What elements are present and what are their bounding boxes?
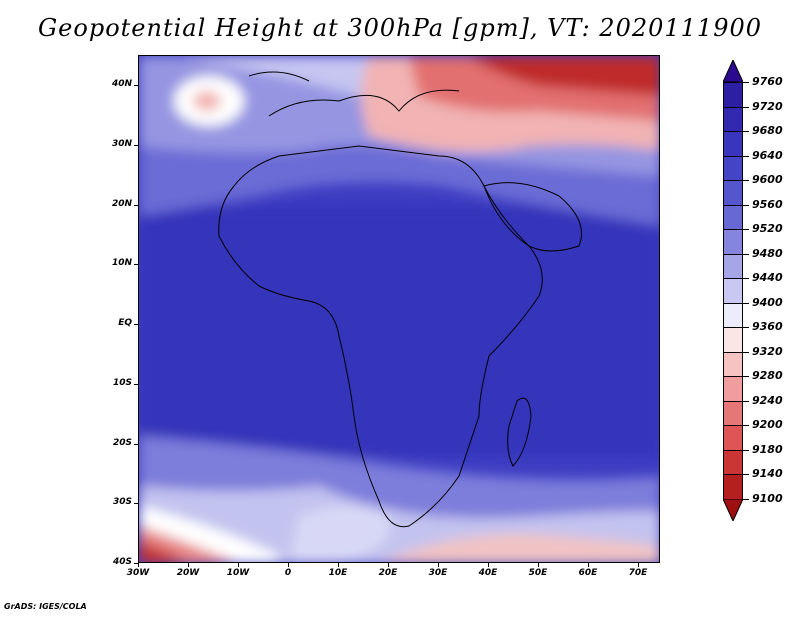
lon-tick-mark: [538, 563, 539, 567]
colorbar-label: 9100: [752, 491, 783, 505]
lon-tick-label: 30W: [126, 568, 150, 578]
lat-tick-mark: [134, 563, 138, 564]
colorbar-cell: [723, 400, 743, 426]
lon-tick-mark: [238, 563, 239, 567]
map-title: Geopotential Height at 300hPa [gpm], VT:…: [38, 14, 762, 42]
footer-credit: GrADS: IGES/COLA: [4, 602, 87, 611]
lat-tick-label: EQ: [118, 318, 132, 328]
lon-tick-mark: [188, 563, 189, 567]
map-plot-area: [138, 55, 660, 563]
lat-tick-label: 10N: [111, 258, 132, 269]
colorbar-tick: [743, 82, 749, 83]
lat-tick-label: 40S: [112, 557, 132, 567]
lon-tick-mark: [588, 563, 589, 567]
colorbar-cell: [723, 229, 743, 255]
lon-tick-label: 50E: [528, 568, 548, 578]
colorbar-tick: [743, 376, 749, 377]
colorbar-tick: [743, 400, 749, 402]
lat-tick-label: 30N: [111, 138, 132, 149]
colorbar-bottom-arrow: [723, 498, 743, 521]
lon-tick-label: 40E: [478, 568, 498, 578]
colorbar-label: 9600: [752, 173, 783, 186]
lon-tick-mark: [488, 563, 489, 567]
colorbar-tick: [743, 278, 749, 279]
colorbar-tick: [743, 449, 749, 451]
colorbar-tick: [743, 351, 749, 353]
colorbar-label: 9180: [752, 442, 783, 456]
colorbar-label: 9720: [752, 99, 783, 113]
lon-tick-label: 60E: [578, 568, 598, 578]
colorbar-label: 9400: [752, 295, 783, 309]
colorbar-tick: [743, 498, 749, 500]
colorbar-cell: [723, 180, 743, 206]
lat-tick-mark: [134, 85, 138, 86]
colorbar-label: 9560: [752, 197, 783, 211]
colorbar-label: 9360: [752, 320, 783, 333]
colorbar-label: 9640: [752, 148, 783, 162]
colorbar-label: 9480: [752, 246, 783, 260]
lat-tick-mark: [134, 383, 138, 385]
colorbar-cell: [723, 474, 743, 500]
colorbar-tick: [743, 425, 749, 426]
colorbar-cell: [723, 302, 743, 328]
lat-tick-mark: [134, 264, 138, 266]
lon-tick-mark: [438, 563, 439, 567]
colorbar-tick: [743, 204, 749, 206]
lon-tick-mark: [338, 563, 339, 567]
colorbar-cell: [723, 155, 743, 181]
colorbar-cell: [723, 425, 743, 451]
colorbar-tick: [743, 106, 749, 108]
colorbar-label: 9140: [752, 467, 783, 480]
colorbar-tick: [743, 229, 749, 230]
colorbar-label: 9680: [752, 124, 783, 137]
lon-tick-label: 20E: [378, 568, 398, 578]
colorbar-tick: [743, 155, 749, 157]
colorbar-label: 9320: [752, 344, 783, 358]
lat-tick-mark: [134, 144, 138, 146]
lon-tick-label: 70E: [628, 568, 648, 578]
lon-tick-label: 20W: [176, 568, 200, 578]
lat-tick-mark: [134, 443, 138, 445]
colorbar-cell: [723, 253, 743, 279]
lon-tick-mark: [288, 563, 289, 567]
colorbar-label: 9240: [752, 393, 783, 407]
lat-tick-label: 20S: [112, 437, 132, 448]
colorbar-tick: [743, 131, 749, 132]
lat-tick-mark: [134, 503, 138, 505]
colorbar-label: 9520: [752, 222, 783, 235]
colorbar-label: 9760: [752, 75, 783, 88]
lat-tick-mark: [134, 204, 138, 206]
colorbar-tick: [743, 474, 749, 475]
colorbar-cell: [723, 351, 743, 377]
lon-tick-label: 10E: [328, 568, 348, 578]
lon-tick-label: 10W: [226, 568, 250, 578]
lat-tick-label: 40N: [111, 79, 132, 89]
colorbar-top-arrow: [723, 60, 743, 82]
colorbar-cell: [723, 376, 743, 402]
lon-tick-label: 30E: [428, 568, 448, 578]
colorbar-tick: [743, 302, 749, 304]
colorbar-cell: [723, 278, 743, 304]
colorbar-label: 9280: [752, 369, 783, 382]
lat-tick-label: 30S: [112, 497, 132, 508]
lon-tick-mark: [138, 563, 139, 567]
lon-tick-label: 0: [284, 568, 292, 578]
colorbar-cell: [723, 327, 743, 353]
colorbar-tick: [743, 180, 749, 181]
colorbar-cell: [723, 449, 743, 475]
colorbar-cell: [723, 131, 743, 157]
colorbar-label: 9200: [752, 418, 783, 431]
colorbar-cell: [723, 82, 743, 108]
lon-tick-mark: [388, 563, 389, 567]
colorbar-tick: [743, 253, 749, 255]
lat-tick-label: 10S: [112, 377, 132, 388]
lat-tick-label: 20N: [111, 198, 132, 209]
colorbar-cell: [723, 106, 743, 132]
lon-tick-mark: [638, 563, 639, 567]
colorbar-cell: [723, 204, 743, 230]
lat-tick-mark: [134, 324, 138, 325]
colorbar-tick: [743, 327, 749, 328]
geopotential-field: [139, 56, 659, 562]
colorbar-label: 9440: [752, 271, 783, 284]
